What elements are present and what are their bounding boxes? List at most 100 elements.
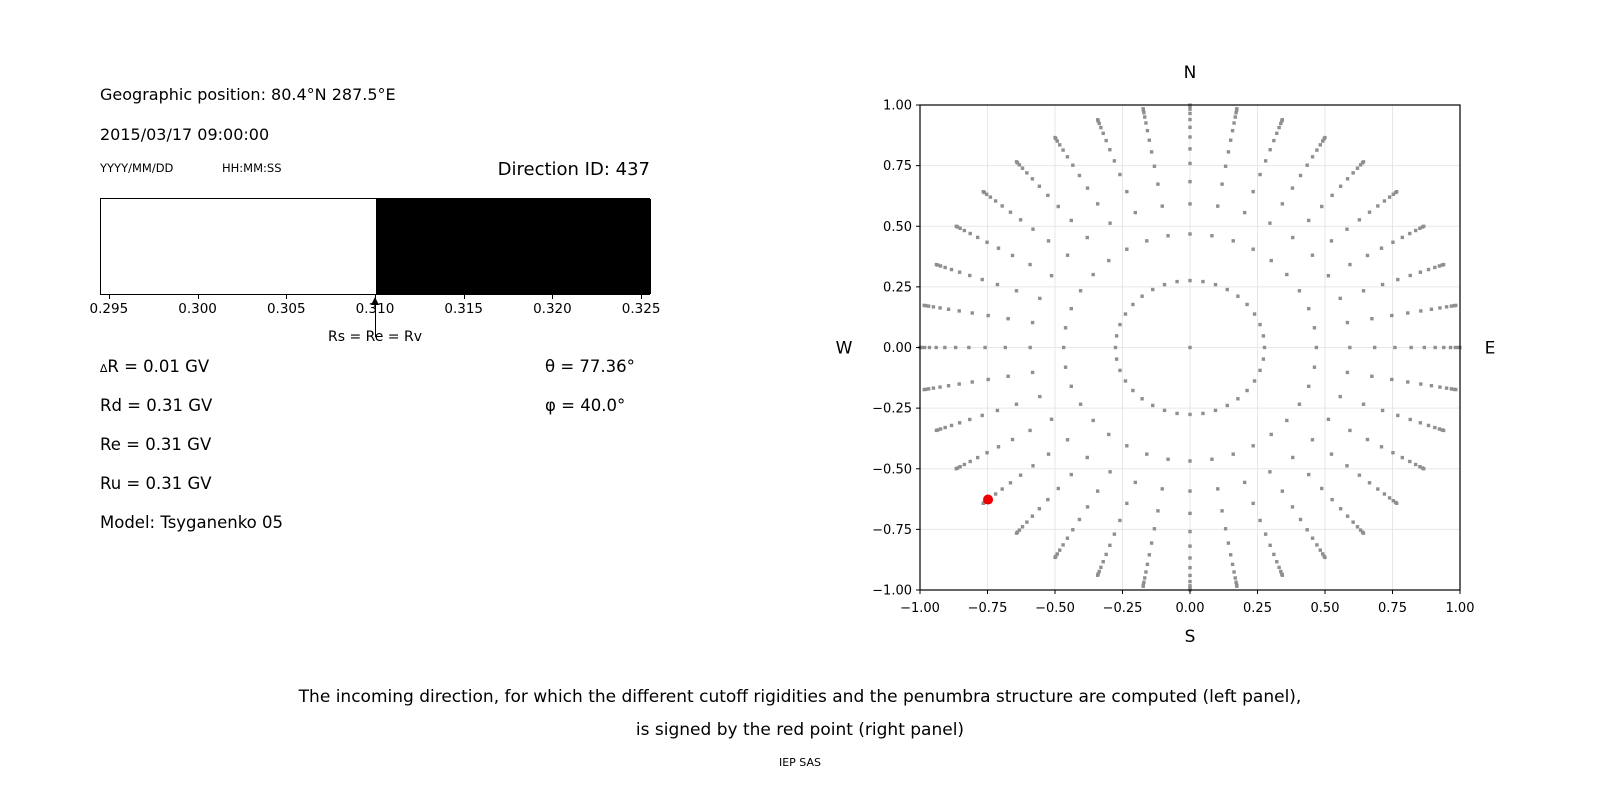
direction-dot bbox=[1099, 125, 1103, 130]
direction-dot bbox=[984, 192, 989, 196]
direction-dot bbox=[934, 345, 938, 350]
direction-dot bbox=[985, 240, 989, 244]
direction-dot bbox=[958, 464, 962, 469]
time-format-label: HH:MM:SS bbox=[222, 161, 282, 175]
direction-dot bbox=[954, 224, 958, 229]
direction-dot bbox=[1395, 190, 1399, 194]
direction-dot bbox=[938, 264, 943, 268]
direction-dot bbox=[1006, 374, 1010, 379]
direction-dot bbox=[1315, 543, 1319, 547]
direction-dot bbox=[967, 345, 971, 350]
direction-dot bbox=[1272, 138, 1276, 143]
cardinal-label-east: E bbox=[1485, 339, 1496, 359]
direction-dot bbox=[1380, 282, 1385, 287]
direction-dot bbox=[1118, 518, 1122, 523]
penumbra-forbidden-band bbox=[376, 199, 651, 294]
direction-dot bbox=[996, 445, 1001, 449]
direction-dot bbox=[958, 226, 962, 231]
direction-dot bbox=[1380, 408, 1385, 413]
direction-dot bbox=[1426, 267, 1431, 272]
date-format-label: YYYY/MM/DD bbox=[100, 161, 174, 175]
direction-dot bbox=[1188, 544, 1192, 548]
direction-dot bbox=[1096, 573, 1100, 577]
direction-dot bbox=[962, 228, 967, 233]
direction-dot bbox=[1223, 164, 1228, 168]
direction-dot bbox=[985, 451, 989, 455]
direction-dot bbox=[1058, 143, 1062, 147]
penumbra-axis-tick-label: 0.305 bbox=[266, 301, 306, 317]
direction-dot bbox=[1298, 517, 1303, 522]
penumbra-axis-tick bbox=[552, 295, 554, 299]
direction-dot bbox=[1049, 417, 1054, 421]
direction-dot bbox=[970, 380, 974, 384]
direction-dot bbox=[1065, 253, 1070, 257]
direction-dot bbox=[1143, 115, 1147, 119]
direction-dot bbox=[1061, 543, 1065, 547]
direction-dot bbox=[1226, 150, 1231, 154]
direction-dot bbox=[1210, 457, 1214, 461]
direction-dot bbox=[1140, 294, 1144, 298]
direction-dot bbox=[1418, 226, 1422, 231]
direction-dot bbox=[1188, 579, 1192, 584]
direction-dot bbox=[1142, 111, 1146, 115]
direction-dot bbox=[1095, 489, 1100, 493]
direction-dot bbox=[1226, 541, 1231, 545]
direction-dot bbox=[1131, 302, 1135, 307]
direction-dot bbox=[1258, 368, 1262, 373]
penumbra-axis-tick bbox=[463, 295, 465, 299]
direction-dot bbox=[1107, 432, 1111, 437]
direction-dot bbox=[1438, 306, 1442, 310]
direction-dot bbox=[1391, 451, 1395, 455]
direction-dot bbox=[1065, 536, 1070, 540]
direction-id: Direction ID: 437 bbox=[497, 159, 650, 180]
direction-dot bbox=[1118, 322, 1122, 327]
direction-dot bbox=[1003, 345, 1008, 350]
direction-dot bbox=[1055, 139, 1059, 143]
direction-dot bbox=[1107, 258, 1111, 263]
cutoff-arrow-icon bbox=[370, 297, 380, 337]
direction-dot bbox=[1285, 418, 1289, 423]
x-axis-tick-label: −0.75 bbox=[968, 601, 1008, 616]
direction-dot bbox=[1234, 580, 1238, 584]
penumbra-axis-tick-label: 0.295 bbox=[89, 301, 129, 317]
direction-dot bbox=[1326, 274, 1331, 278]
direction-dot bbox=[1188, 125, 1192, 130]
direction-dot bbox=[1160, 204, 1164, 208]
direction-dot bbox=[1108, 470, 1112, 474]
direction-dot bbox=[1338, 507, 1343, 511]
direction-dot bbox=[1329, 239, 1334, 243]
direction-dot bbox=[1258, 172, 1262, 177]
direction-dot bbox=[1085, 186, 1090, 190]
direction-dot bbox=[1438, 385, 1442, 389]
direction-dot bbox=[1188, 161, 1192, 166]
direction-dot bbox=[1162, 282, 1167, 287]
credit-label: IEP SAS bbox=[778, 756, 822, 769]
direction-dot bbox=[993, 492, 998, 496]
direction-dot bbox=[1113, 345, 1118, 350]
direction-dot bbox=[1433, 425, 1437, 430]
direction-dot bbox=[962, 462, 967, 467]
caption-line-1: The incoming direction, for which the di… bbox=[298, 687, 1302, 707]
direction-dot bbox=[1085, 235, 1089, 240]
direction-dot bbox=[1323, 135, 1327, 140]
direction-dot bbox=[938, 306, 942, 310]
direction-dot bbox=[1321, 139, 1325, 143]
direction-dot bbox=[1345, 514, 1350, 518]
direction-dot bbox=[1125, 189, 1129, 194]
direction-dot bbox=[1010, 253, 1015, 258]
direction-dot bbox=[1310, 438, 1315, 442]
direction-dot bbox=[1143, 576, 1147, 580]
re-value: Re = 0.31 GV bbox=[100, 435, 212, 454]
direction-dot bbox=[1251, 501, 1255, 506]
direction-dot bbox=[1280, 118, 1284, 122]
direction-dot bbox=[1133, 210, 1138, 215]
direction-dot bbox=[1149, 541, 1154, 545]
direction-dot bbox=[1151, 403, 1155, 408]
direction-dot bbox=[1396, 277, 1400, 282]
direction-dot bbox=[1297, 402, 1302, 406]
direction-dot bbox=[1223, 527, 1228, 531]
direction-dot bbox=[1037, 184, 1042, 188]
direction-dot bbox=[1312, 326, 1317, 330]
direction-dot bbox=[1017, 528, 1022, 532]
direction-dot bbox=[922, 303, 926, 308]
